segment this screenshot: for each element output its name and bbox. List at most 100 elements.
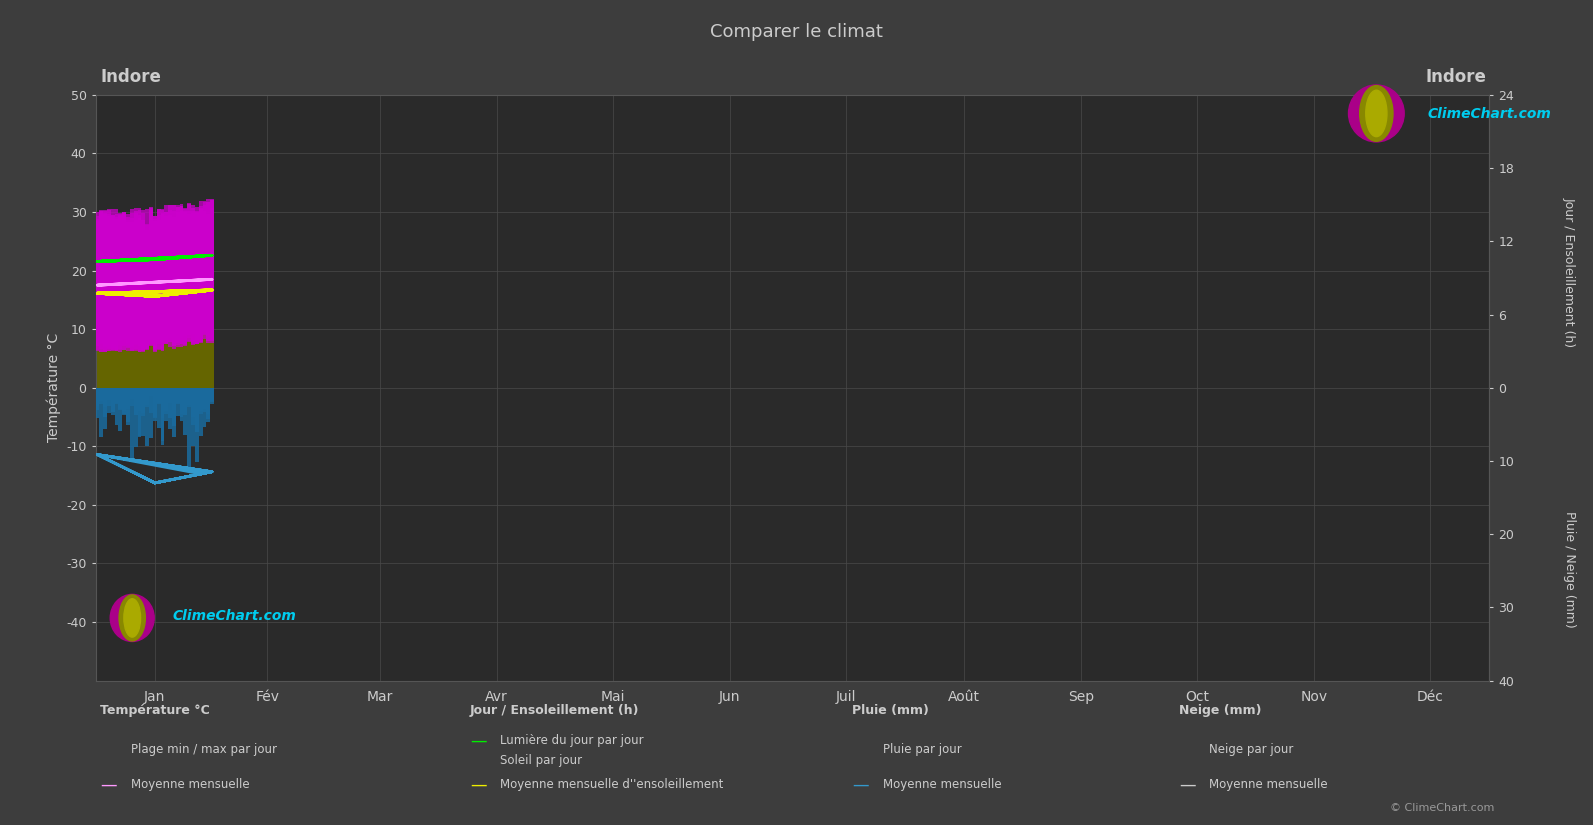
Bar (107, 294, 112, 388)
Bar (137, 388, 142, 391)
Bar (161, 388, 164, 445)
Bar (137, 388, 142, 411)
Bar (115, 295, 118, 388)
Bar (107, 240, 112, 330)
Bar (191, 301, 194, 388)
Bar (96, 216, 99, 332)
Bar (142, 210, 145, 332)
Bar (180, 205, 183, 336)
Bar (153, 305, 156, 388)
Text: Pluie (mm): Pluie (mm) (852, 704, 929, 717)
Bar (175, 232, 180, 347)
Bar (199, 228, 202, 335)
Bar (96, 297, 99, 388)
Bar (134, 296, 137, 388)
Bar (188, 388, 191, 405)
Bar (207, 388, 210, 422)
Bar (172, 234, 175, 331)
Bar (153, 231, 156, 335)
Bar (169, 289, 172, 388)
Bar (194, 388, 199, 408)
Bar (112, 303, 115, 388)
Circle shape (1349, 85, 1403, 142)
Bar (134, 231, 137, 334)
Bar (202, 388, 207, 412)
Bar (96, 388, 99, 389)
Bar (180, 388, 183, 397)
Bar (153, 301, 156, 388)
Bar (126, 242, 131, 339)
Bar (175, 285, 180, 388)
Bar (180, 294, 183, 388)
Bar (142, 303, 145, 388)
Bar (188, 388, 191, 390)
Bar (104, 299, 107, 388)
Bar (164, 294, 169, 388)
Bar (126, 388, 131, 403)
Bar (169, 388, 172, 429)
Bar (169, 221, 172, 335)
Bar (172, 304, 175, 388)
Bar (172, 285, 175, 388)
Bar (188, 221, 191, 342)
Bar (142, 287, 145, 388)
Bar (96, 388, 99, 389)
Bar (115, 219, 118, 345)
Bar (142, 238, 145, 351)
Bar (183, 299, 188, 388)
Bar (156, 291, 161, 388)
Bar (191, 388, 194, 417)
Bar (142, 297, 145, 388)
Bar (131, 224, 134, 342)
Bar (202, 293, 207, 388)
Bar (118, 214, 123, 338)
Bar (126, 229, 131, 351)
Bar (104, 388, 107, 417)
Bar (191, 388, 194, 401)
Bar (145, 305, 150, 388)
Bar (161, 222, 164, 337)
Bar (145, 209, 150, 347)
Bar (153, 230, 156, 337)
Bar (175, 296, 180, 388)
Bar (202, 213, 207, 327)
Bar (191, 227, 194, 344)
Bar (188, 297, 191, 388)
Bar (180, 388, 183, 408)
Bar (188, 388, 191, 404)
Bar (112, 293, 115, 388)
Bar (115, 388, 118, 396)
Bar (188, 288, 191, 388)
Bar (112, 216, 115, 350)
Bar (164, 388, 169, 402)
Bar (180, 205, 183, 328)
Bar (156, 295, 161, 388)
Bar (191, 234, 194, 332)
Bar (142, 388, 145, 390)
Bar (169, 229, 172, 332)
Bar (104, 299, 107, 388)
Bar (96, 219, 99, 346)
Bar (96, 287, 99, 388)
Bar (199, 388, 202, 411)
Bar (131, 229, 134, 337)
Bar (172, 299, 175, 388)
Bar (180, 219, 183, 329)
Bar (137, 388, 142, 394)
Bar (161, 388, 164, 391)
Bar (126, 388, 131, 403)
Bar (207, 289, 210, 388)
Bar (96, 289, 99, 388)
Bar (172, 294, 175, 388)
Bar (191, 299, 194, 388)
Bar (150, 303, 153, 388)
Bar (164, 288, 169, 388)
Bar (99, 243, 104, 337)
Bar (131, 209, 134, 330)
Bar (142, 388, 145, 389)
Bar (153, 298, 156, 388)
Bar (156, 230, 161, 336)
Bar (118, 224, 123, 340)
Bar (96, 231, 99, 341)
Bar (142, 388, 145, 416)
